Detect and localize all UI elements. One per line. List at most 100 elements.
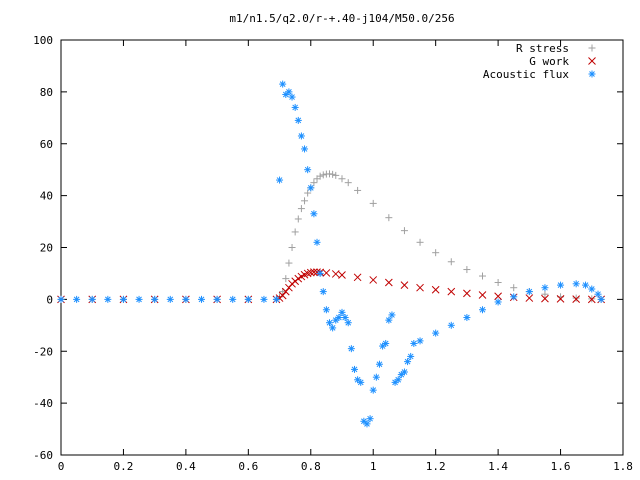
- data-point: [388, 311, 396, 319]
- data-point: [335, 314, 343, 322]
- legend-marker: [588, 44, 596, 52]
- data-point: [385, 214, 393, 222]
- y-tick-label: -60: [33, 449, 53, 462]
- data-point: [382, 339, 390, 347]
- data-point: [463, 289, 471, 298]
- data-point: [400, 227, 408, 235]
- series-acoustic-flux: [57, 80, 605, 428]
- data-point: [494, 298, 502, 306]
- data-point: [407, 352, 415, 360]
- data-point: [494, 292, 502, 301]
- y-tick-label: 40: [40, 190, 53, 203]
- data-point: [394, 376, 402, 384]
- data-point: [285, 88, 293, 96]
- data-point: [572, 294, 580, 302]
- data-point: [304, 189, 312, 197]
- data-point: [291, 228, 299, 236]
- y-tick-label: 20: [40, 242, 53, 255]
- data-point: [229, 295, 237, 303]
- data-point: [416, 337, 424, 345]
- legend-marker: [588, 70, 596, 78]
- x-tick-label: 1.8: [613, 460, 633, 473]
- data-point: [463, 314, 471, 322]
- data-point: [338, 308, 346, 316]
- data-point: [135, 295, 143, 303]
- data-point: [400, 368, 408, 376]
- x-tick-label: 0.4: [176, 460, 196, 473]
- y-tick-label: -40: [33, 397, 53, 410]
- data-point: [369, 386, 377, 394]
- plot-frame: [60, 39, 624, 456]
- data-point: [338, 175, 346, 183]
- data-point: [594, 290, 602, 298]
- data-point: [307, 184, 315, 192]
- data-point: [272, 295, 280, 303]
- data-point: [587, 295, 596, 304]
- data-point: [278, 291, 287, 300]
- data-point: [322, 269, 331, 277]
- data-point: [291, 103, 299, 111]
- data-point: [432, 249, 440, 257]
- data-point: [588, 285, 596, 293]
- data-point: [282, 275, 290, 283]
- data-point: [541, 284, 549, 292]
- x-tick-label: 0: [58, 460, 65, 473]
- data-point: [350, 365, 358, 373]
- x-tick-label: 1.6: [551, 460, 571, 473]
- data-point: [316, 172, 324, 180]
- data-point: [276, 176, 284, 184]
- data-point: [363, 420, 371, 428]
- data-point: [304, 166, 312, 174]
- legend-marker: [588, 57, 596, 65]
- y-tick-label: -20: [33, 345, 53, 358]
- x-tick-label: 0.2: [114, 460, 134, 473]
- data-point: [510, 284, 518, 292]
- y-tick-label: 80: [40, 86, 53, 99]
- data-point: [182, 295, 190, 303]
- data-point: [447, 287, 456, 296]
- data-point: [525, 294, 534, 302]
- data-point: [479, 306, 486, 314]
- legend-label: Acoustic flux: [483, 68, 569, 81]
- data-point: [541, 290, 549, 298]
- data-point: [326, 170, 334, 178]
- data-point: [357, 378, 365, 386]
- data-point: [557, 281, 565, 289]
- axes: 0 0.2 0.4 0.6 0.8 1 1.2 1.4 1.6 1.8 100 80 60 40 20 0 -2…: [33, 34, 633, 473]
- data-point: [582, 281, 590, 289]
- data-point: [310, 179, 318, 187]
- data-point: [416, 283, 424, 292]
- data-point: [285, 283, 293, 292]
- data-point: [310, 268, 318, 276]
- data-point: [319, 171, 327, 179]
- data-point: [310, 210, 318, 218]
- data-point: [329, 324, 337, 332]
- data-point: [572, 280, 580, 288]
- data-point: [479, 272, 486, 280]
- data-point: [416, 238, 424, 246]
- data-point: [404, 358, 412, 366]
- data-point: [347, 345, 355, 353]
- x-tick-label: 1: [370, 460, 377, 473]
- data-point: [372, 373, 380, 381]
- data-point: [294, 215, 302, 223]
- data-point: [410, 339, 418, 347]
- data-point: [332, 171, 340, 179]
- data-point: [369, 276, 378, 284]
- data-point: [541, 294, 549, 303]
- x-tick-label: 0.8: [301, 460, 321, 473]
- data-point: [88, 295, 96, 303]
- data-point: [375, 360, 383, 368]
- data-point: [301, 145, 309, 153]
- data-point: [331, 270, 340, 278]
- y-tick-label: 0: [46, 293, 53, 306]
- data-point: [213, 295, 221, 303]
- data-point: [344, 179, 352, 187]
- x-tick-label: 1.2: [426, 460, 446, 473]
- data-point: [431, 285, 440, 294]
- data-point: [301, 197, 309, 205]
- data-point: [463, 266, 471, 274]
- legend-label: G work: [529, 55, 569, 68]
- data-point: [313, 238, 321, 246]
